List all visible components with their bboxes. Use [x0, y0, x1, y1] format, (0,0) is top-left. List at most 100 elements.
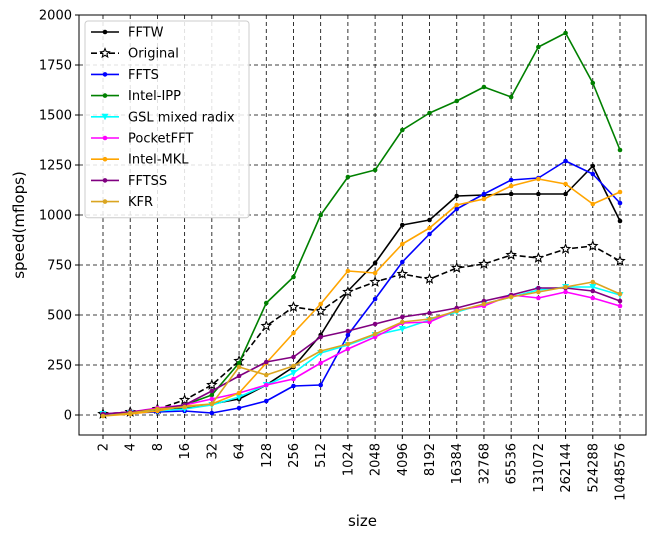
series-line [102, 178, 621, 417]
data-point [563, 30, 568, 36]
data-point [396, 267, 409, 279]
y-tick-label: 2000 [39, 9, 72, 24]
legend-label: GSL mixed radix [128, 110, 235, 125]
data-point [236, 360, 242, 366]
data-point [563, 191, 568, 197]
data-point [182, 404, 187, 410]
data-point [318, 301, 323, 307]
data-point [100, 413, 106, 419]
data-point [400, 314, 405, 320]
series-line [102, 291, 621, 415]
data-point [454, 193, 460, 199]
data-point [291, 330, 296, 336]
data-point [372, 270, 378, 276]
data-point [263, 398, 269, 404]
data-point [590, 288, 596, 294]
data-point [345, 174, 351, 180]
data-point [481, 301, 487, 307]
data-point [236, 405, 242, 411]
data-point [209, 392, 215, 398]
data-point [427, 217, 432, 223]
legend-item: PocketFFT [91, 132, 193, 147]
data-point [427, 110, 432, 116]
data-point [617, 147, 623, 153]
plot-frame [78, 14, 647, 436]
data-point [291, 383, 296, 389]
legend-marker [102, 156, 108, 162]
data-point [345, 328, 351, 334]
data-point [508, 177, 514, 183]
legend-marker [102, 72, 108, 77]
x-tick-label: 512 [314, 443, 329, 468]
data-point [617, 303, 623, 309]
data-point [536, 44, 541, 50]
data-point [454, 206, 460, 212]
data-point [400, 259, 405, 265]
data-point [563, 284, 568, 290]
data-point [590, 171, 596, 177]
data-point [536, 285, 541, 291]
data-point [427, 231, 432, 237]
y-tick-label: 750 [47, 259, 72, 274]
data-point [587, 239, 599, 251]
data-point [398, 326, 406, 333]
data-point [508, 191, 514, 197]
x-tick-label: 2 [97, 443, 112, 451]
x-tick-label: 16 [178, 443, 193, 460]
legend-item: FFTS [91, 68, 159, 83]
data-point [400, 241, 405, 247]
data-point [478, 257, 490, 269]
data-point [536, 289, 541, 295]
x-tick-label: 1048576 [614, 443, 629, 501]
data-point [263, 359, 269, 365]
data-point [536, 176, 541, 182]
legend-label: Original [128, 47, 179, 62]
legend-item: Intel-IPP [91, 89, 181, 104]
legend-item: KFR [91, 195, 153, 210]
y-tick-label: 1500 [39, 109, 72, 124]
data-point [291, 363, 296, 369]
x-tick-label: 8192 [423, 443, 438, 476]
data-point [260, 319, 273, 331]
x-tick-label: 4096 [396, 443, 411, 476]
data-point [318, 382, 323, 388]
data-point [372, 260, 378, 266]
data-point [559, 242, 572, 254]
legend-label: Intel-MKL [128, 153, 189, 168]
data-point [209, 401, 215, 407]
legend-label: PocketFFT [128, 132, 193, 147]
y-tick-label: 1250 [39, 159, 72, 174]
data-point [127, 410, 133, 416]
x-tick-label: 64 [233, 443, 248, 460]
data-point [345, 346, 351, 352]
data-point [263, 372, 269, 378]
x-tick-label: 8 [151, 443, 166, 451]
x-axis: 2 4 8 16 32 64 128 256 512 1024 2048 4096 8192 16384 3… [97, 435, 629, 501]
data-point [563, 181, 568, 187]
data-point [617, 189, 623, 195]
data-point [427, 225, 432, 231]
series-line [102, 245, 621, 415]
y-tick-label: 500 [47, 309, 72, 324]
data-point [563, 289, 568, 295]
series-line [102, 160, 621, 415]
y-tick-label: 0 [64, 409, 72, 424]
data-point [372, 296, 378, 302]
data-point [178, 393, 191, 405]
data-point [318, 212, 323, 218]
data-point [345, 332, 351, 338]
y-tick-label: 1750 [39, 59, 72, 74]
data-point [454, 308, 460, 314]
data-point [318, 334, 323, 340]
data-point [345, 341, 351, 347]
data-point [617, 200, 623, 206]
legend-marker [102, 199, 108, 204]
data-point [454, 202, 460, 208]
data-point [536, 295, 541, 301]
data-point [617, 218, 623, 224]
data-point [372, 167, 378, 173]
data-point [318, 360, 323, 366]
legend: FFTW Original FFTS Intel-IPP GSL mixed radix… [84, 20, 250, 219]
data-point [289, 370, 297, 377]
